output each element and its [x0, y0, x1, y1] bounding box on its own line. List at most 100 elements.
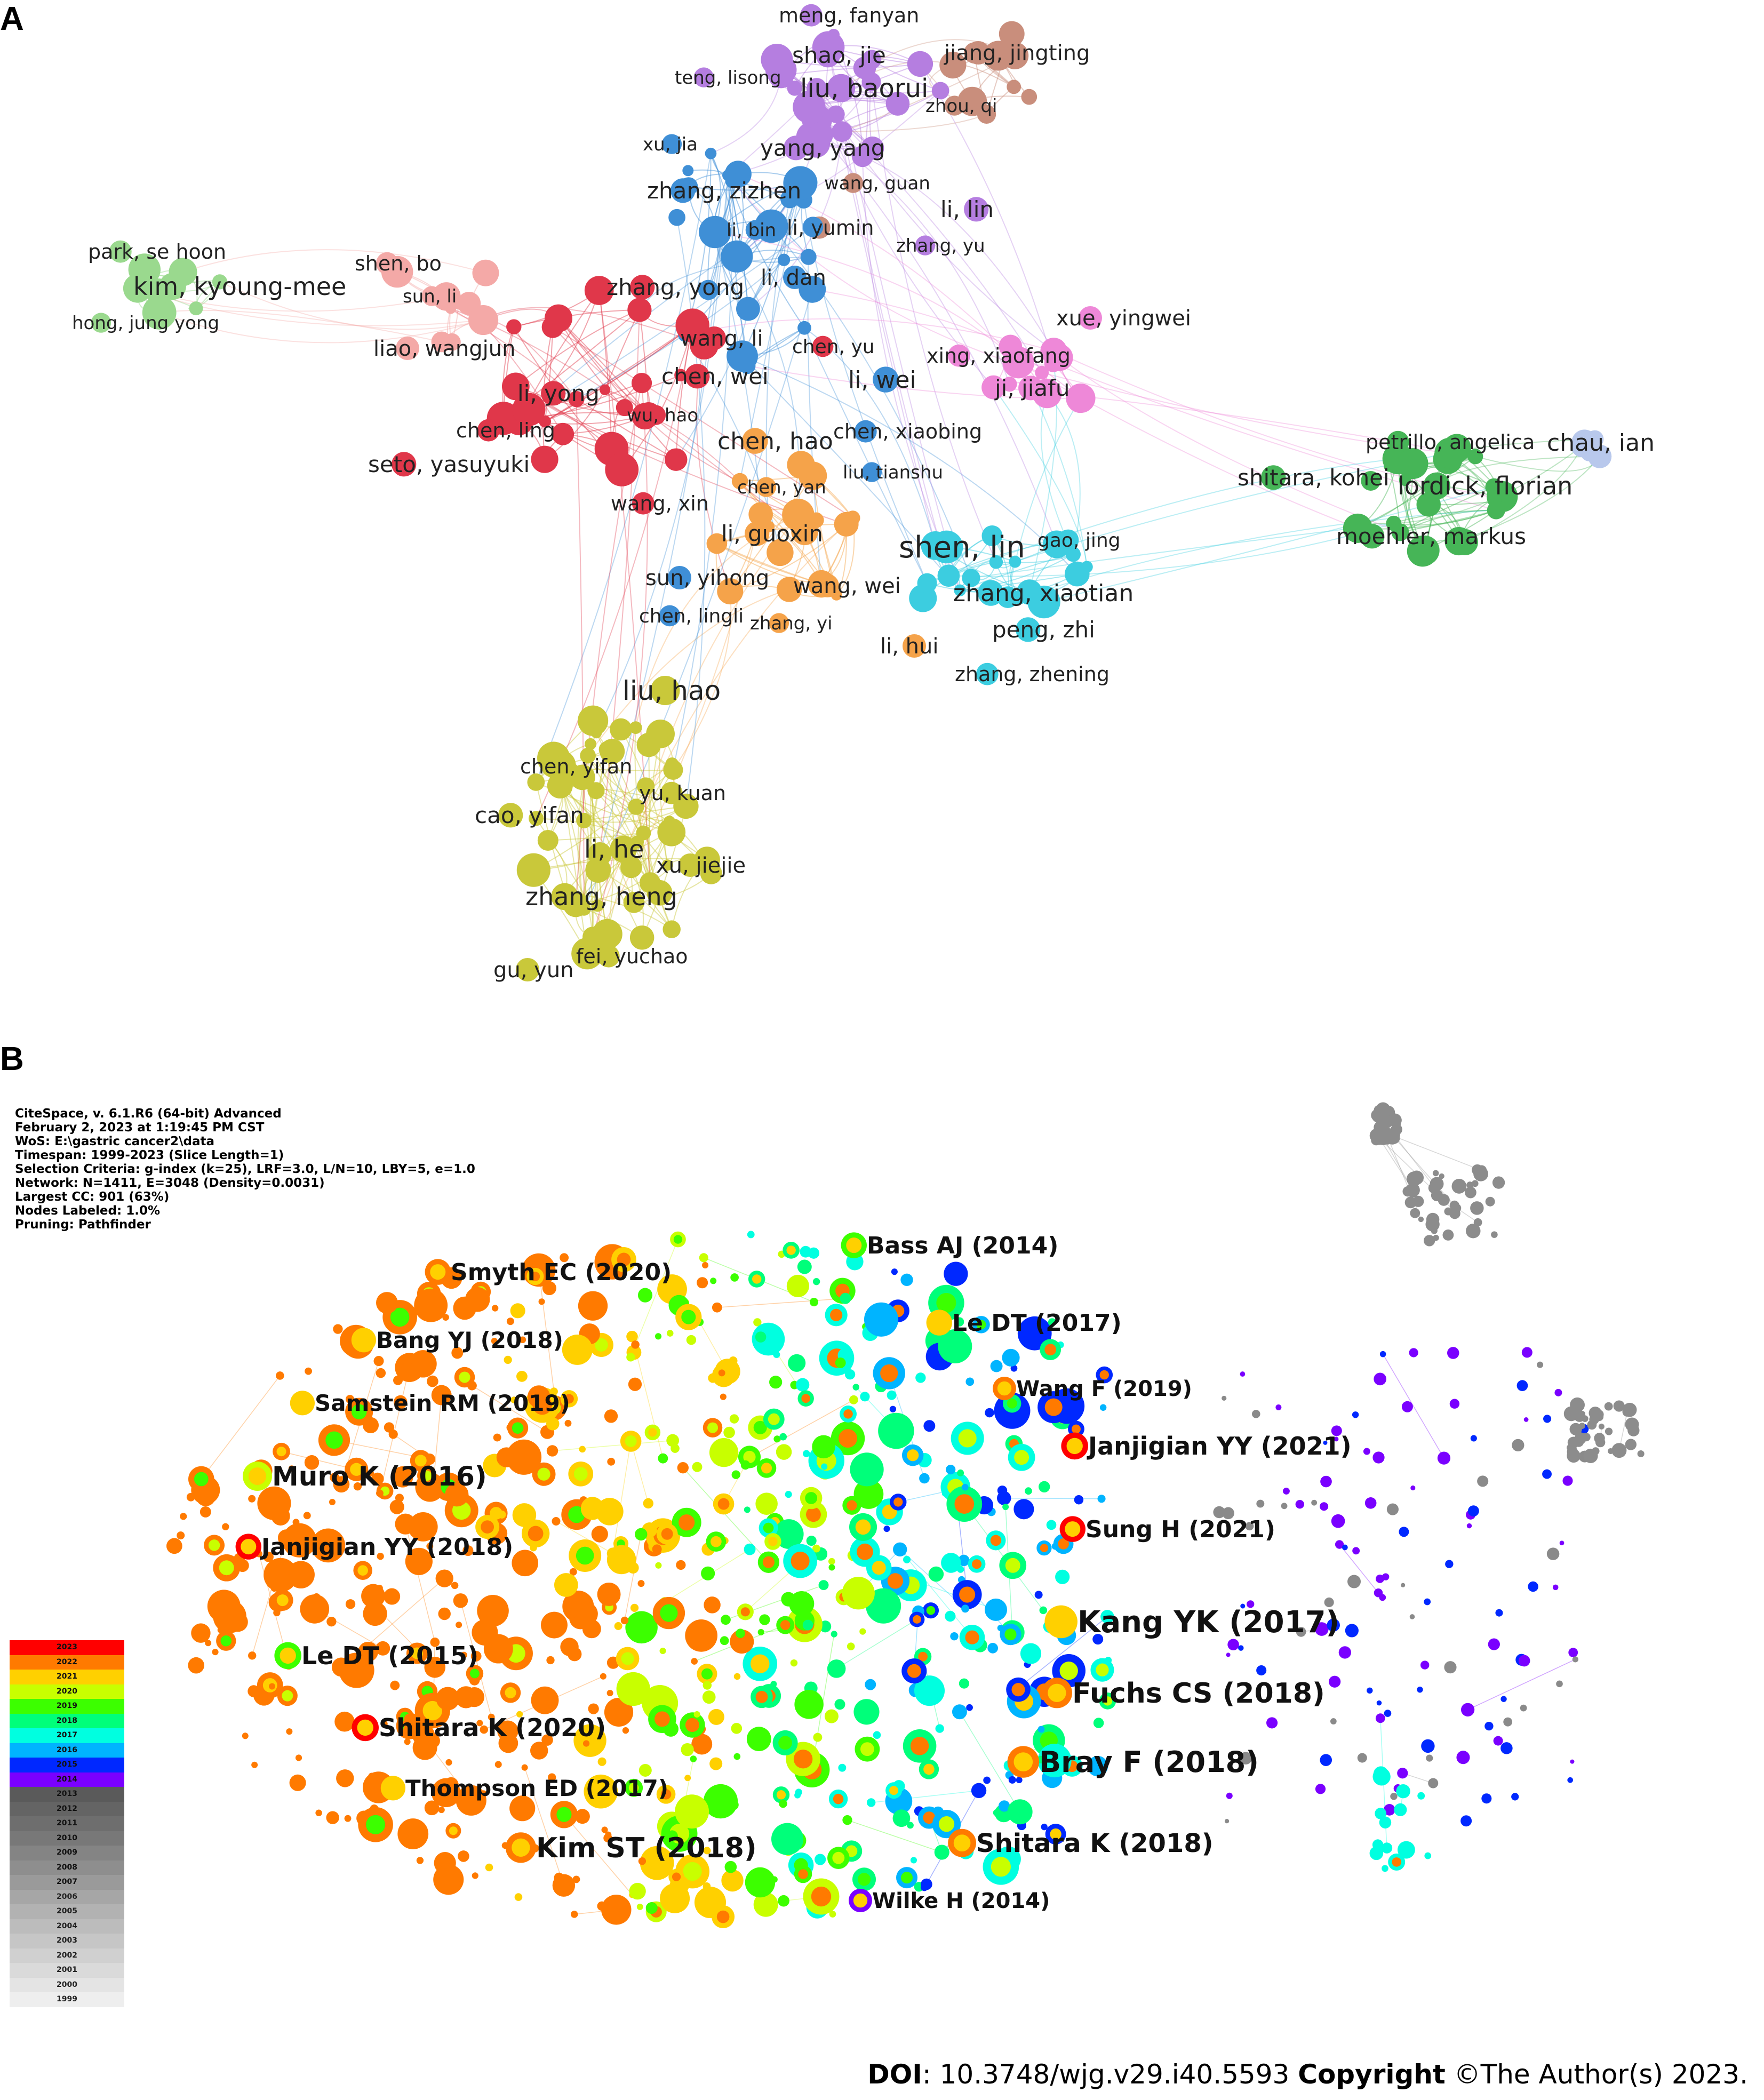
reference-node-ring	[528, 1526, 544, 1542]
reference-node	[824, 1709, 839, 1723]
reference-node-ring	[530, 1272, 540, 1281]
labeled-reference-node-core	[846, 1237, 862, 1253]
edge	[1400, 509, 1496, 533]
reference-node	[1240, 1371, 1246, 1377]
reference-node	[186, 1492, 195, 1502]
reference-node	[1383, 1803, 1395, 1816]
author-node	[976, 662, 999, 685]
reference-node-ring	[1072, 1424, 1081, 1434]
legend-year-swatch: 2012	[10, 1801, 124, 1816]
edge	[576, 398, 676, 460]
author-label: yang, yang	[760, 135, 885, 161]
reference-node-ring	[990, 1535, 1002, 1546]
reference-node	[753, 1892, 778, 1917]
reference-node-ring	[926, 1606, 936, 1615]
author-node	[748, 502, 773, 527]
reference-node	[998, 1800, 1010, 1812]
legend-year-swatch: 2002	[10, 1948, 124, 1963]
reference-node	[779, 1799, 787, 1808]
author-node	[592, 919, 622, 949]
reference-node	[957, 1469, 964, 1476]
edge	[648, 733, 661, 883]
reference-node-ring	[958, 1429, 977, 1448]
reference-node	[788, 1354, 806, 1372]
reference-node-ring	[832, 1851, 845, 1864]
reference-node	[1397, 1841, 1415, 1859]
reference-node	[959, 1678, 969, 1689]
reference-node	[637, 1580, 645, 1587]
reference-node-ring	[505, 1687, 516, 1698]
edge	[514, 309, 640, 328]
reference-node	[504, 1355, 512, 1364]
edge	[1393, 509, 1496, 524]
reference-node	[1409, 1614, 1415, 1619]
author-node	[957, 86, 987, 116]
reference-node	[1331, 1514, 1345, 1528]
reference-node	[604, 1409, 618, 1423]
reference-node	[853, 1699, 880, 1725]
author-node	[91, 313, 111, 333]
reference-node	[681, 1743, 694, 1756]
reference-node	[950, 1632, 959, 1641]
reference-node-ring	[459, 1371, 470, 1383]
reference-node	[1364, 1497, 1377, 1509]
cocitation-network: Bass AJ (2014) Smyth EC (2020) Le DT (2017…	[166, 1102, 1645, 1929]
reference-node	[451, 1582, 459, 1590]
edge	[592, 383, 648, 937]
reference-node	[1465, 1186, 1476, 1199]
author-label: moehler, markus	[1336, 523, 1526, 549]
edge	[741, 182, 801, 357]
reference-node	[408, 1518, 417, 1526]
reference-node	[527, 1385, 550, 1408]
reference-node	[430, 1637, 440, 1647]
reference-node	[676, 1560, 686, 1570]
reference-node	[512, 1503, 537, 1527]
reference-node	[723, 1426, 735, 1439]
edge	[1047, 393, 1081, 555]
edge	[552, 1440, 673, 1451]
reference-node	[985, 1408, 994, 1418]
edge	[630, 1441, 649, 1504]
doi-copyright-footer: DOI: 10.3748/wjg.v29.i40.5593 Copyright …	[867, 2059, 1748, 2090]
labeled-reference-node-core	[512, 1838, 530, 1857]
author-node	[703, 326, 726, 350]
edge	[433, 1395, 442, 1484]
reference-node	[1604, 1402, 1613, 1411]
reference-node	[521, 1764, 528, 1771]
reference-node	[1445, 1560, 1454, 1568]
reference-node	[564, 1419, 572, 1427]
reference-node	[1397, 1768, 1408, 1779]
author-node	[1016, 617, 1041, 642]
reference-node	[1320, 1754, 1332, 1766]
reference-node	[560, 1253, 569, 1263]
reference-node	[1500, 1742, 1513, 1754]
reference-node	[180, 1513, 187, 1520]
reference-node	[1447, 1347, 1459, 1359]
reference-node-ring	[805, 1492, 818, 1504]
reference-node	[919, 1473, 930, 1484]
reference-node	[921, 1878, 932, 1890]
reference-node	[873, 1731, 881, 1739]
author-node	[445, 303, 457, 314]
author-node	[1487, 501, 1505, 520]
author-label: xu, jia	[643, 134, 698, 155]
edge	[598, 290, 612, 449]
reference-node-ring	[857, 1873, 871, 1886]
author-node	[1571, 429, 1598, 456]
reference-node	[1428, 1182, 1440, 1194]
reference-node	[703, 1681, 712, 1690]
reference-node	[693, 1711, 700, 1718]
reference-node	[997, 1625, 1004, 1632]
reference-node	[1025, 1487, 1032, 1495]
reference-node	[424, 1800, 440, 1816]
reference-node	[1017, 1316, 1052, 1351]
author-node	[706, 533, 728, 554]
reference-node	[838, 1763, 847, 1772]
edge	[583, 749, 608, 909]
edge	[583, 289, 813, 909]
author-label: shao, jie	[792, 42, 886, 68]
reference-node	[1295, 1499, 1304, 1509]
reference-node	[1594, 1433, 1605, 1444]
author-node	[705, 147, 717, 159]
reference-node	[1367, 1687, 1373, 1694]
